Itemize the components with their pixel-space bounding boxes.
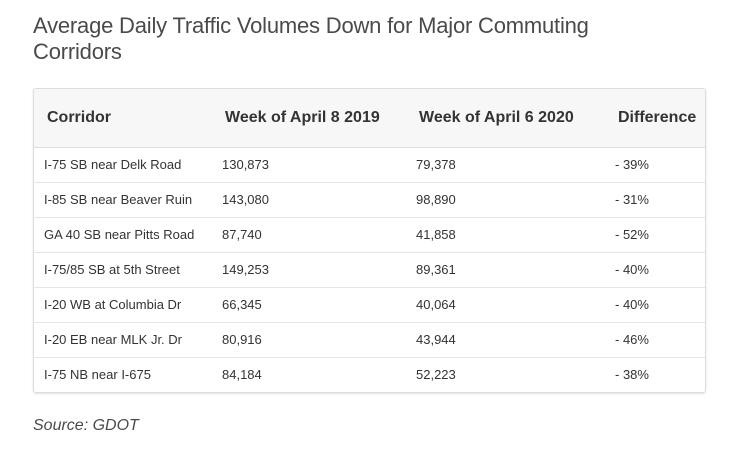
column-header: Corridor xyxy=(34,89,222,148)
table-cell: 80,916 xyxy=(222,321,416,357)
column-header: Difference xyxy=(615,89,705,148)
table-cell: - 40% xyxy=(615,251,705,287)
source-note: Source: GDOT xyxy=(33,417,139,434)
table-cell: 98,890 xyxy=(416,181,615,217)
table-cell: - 38% xyxy=(615,356,705,392)
table-cell: I-75/85 SB at 5th Street xyxy=(34,251,222,287)
table-row: I-75 SB near Delk Road 130,873 79,378 - 39% xyxy=(34,147,705,182)
table-row: I-20 EB near MLK Jr. Dr 80,916 43,944- 46% xyxy=(34,321,705,357)
table-row: I-75 NB near I-675 84,184 52,223- 38% xyxy=(34,356,705,392)
column-header: Week of April 6 2020 xyxy=(416,89,615,148)
table-cell: 87,740 xyxy=(222,216,416,252)
table-cell: 66,345 xyxy=(222,286,416,322)
table-cell: - 39% xyxy=(615,157,649,172)
table-cell: I-20 EB near MLK Jr. Dr xyxy=(34,321,222,357)
table-row: I-20 WB at Columbia Dr 66,345 40,064- 40% xyxy=(34,286,705,322)
table-cell: 40,064 xyxy=(416,286,615,322)
table-cell: - 46% xyxy=(615,321,705,357)
table-cell: - 52% xyxy=(615,216,705,252)
table-cell: GA 40 SB near Pitts Road xyxy=(34,216,222,252)
table-cell: 143,080 xyxy=(222,181,416,217)
table-row: GA 40 SB near Pitts Road 87,740 41,858- 52… xyxy=(34,216,705,252)
table-cell: 89,361 xyxy=(416,251,615,287)
column-header: Week of April 8 2019 xyxy=(222,89,416,148)
table-cell: 41,858 xyxy=(416,216,615,252)
table-cell: 149,253 xyxy=(222,251,416,287)
data-table: Corridor Week of April 8 2019 Week of Apri… xyxy=(33,88,706,393)
table-cell: 84,184 xyxy=(222,356,416,392)
table-cell: I-75 NB near I-675 xyxy=(34,356,222,392)
table-cell: 43,944 xyxy=(416,321,615,357)
table-cell: - 31% xyxy=(615,181,705,217)
table-cell: I-85 SB near Beaver Ruin xyxy=(34,181,222,217)
table-cell: 79,378 xyxy=(416,157,456,172)
header-row: Corridor Week of April 8 2019 Week of Apri… xyxy=(34,89,705,148)
table-cell: I-20 WB at Columbia Dr xyxy=(34,286,222,322)
table-row: I-75/85 SB at 5th Street 149,253 89,361- 4… xyxy=(34,251,705,287)
table-title: Average Daily Traffic Volumes Down for M… xyxy=(33,13,589,64)
table-cell: I-75 SB near Delk Road xyxy=(44,157,182,172)
table-row: I-85 SB near Beaver Ruin 143,080 98,890- 3… xyxy=(34,181,705,217)
table-cell: 130,873 xyxy=(222,157,269,172)
table-cell: 52,223 xyxy=(416,356,615,392)
table-cell: - 40% xyxy=(615,286,705,322)
